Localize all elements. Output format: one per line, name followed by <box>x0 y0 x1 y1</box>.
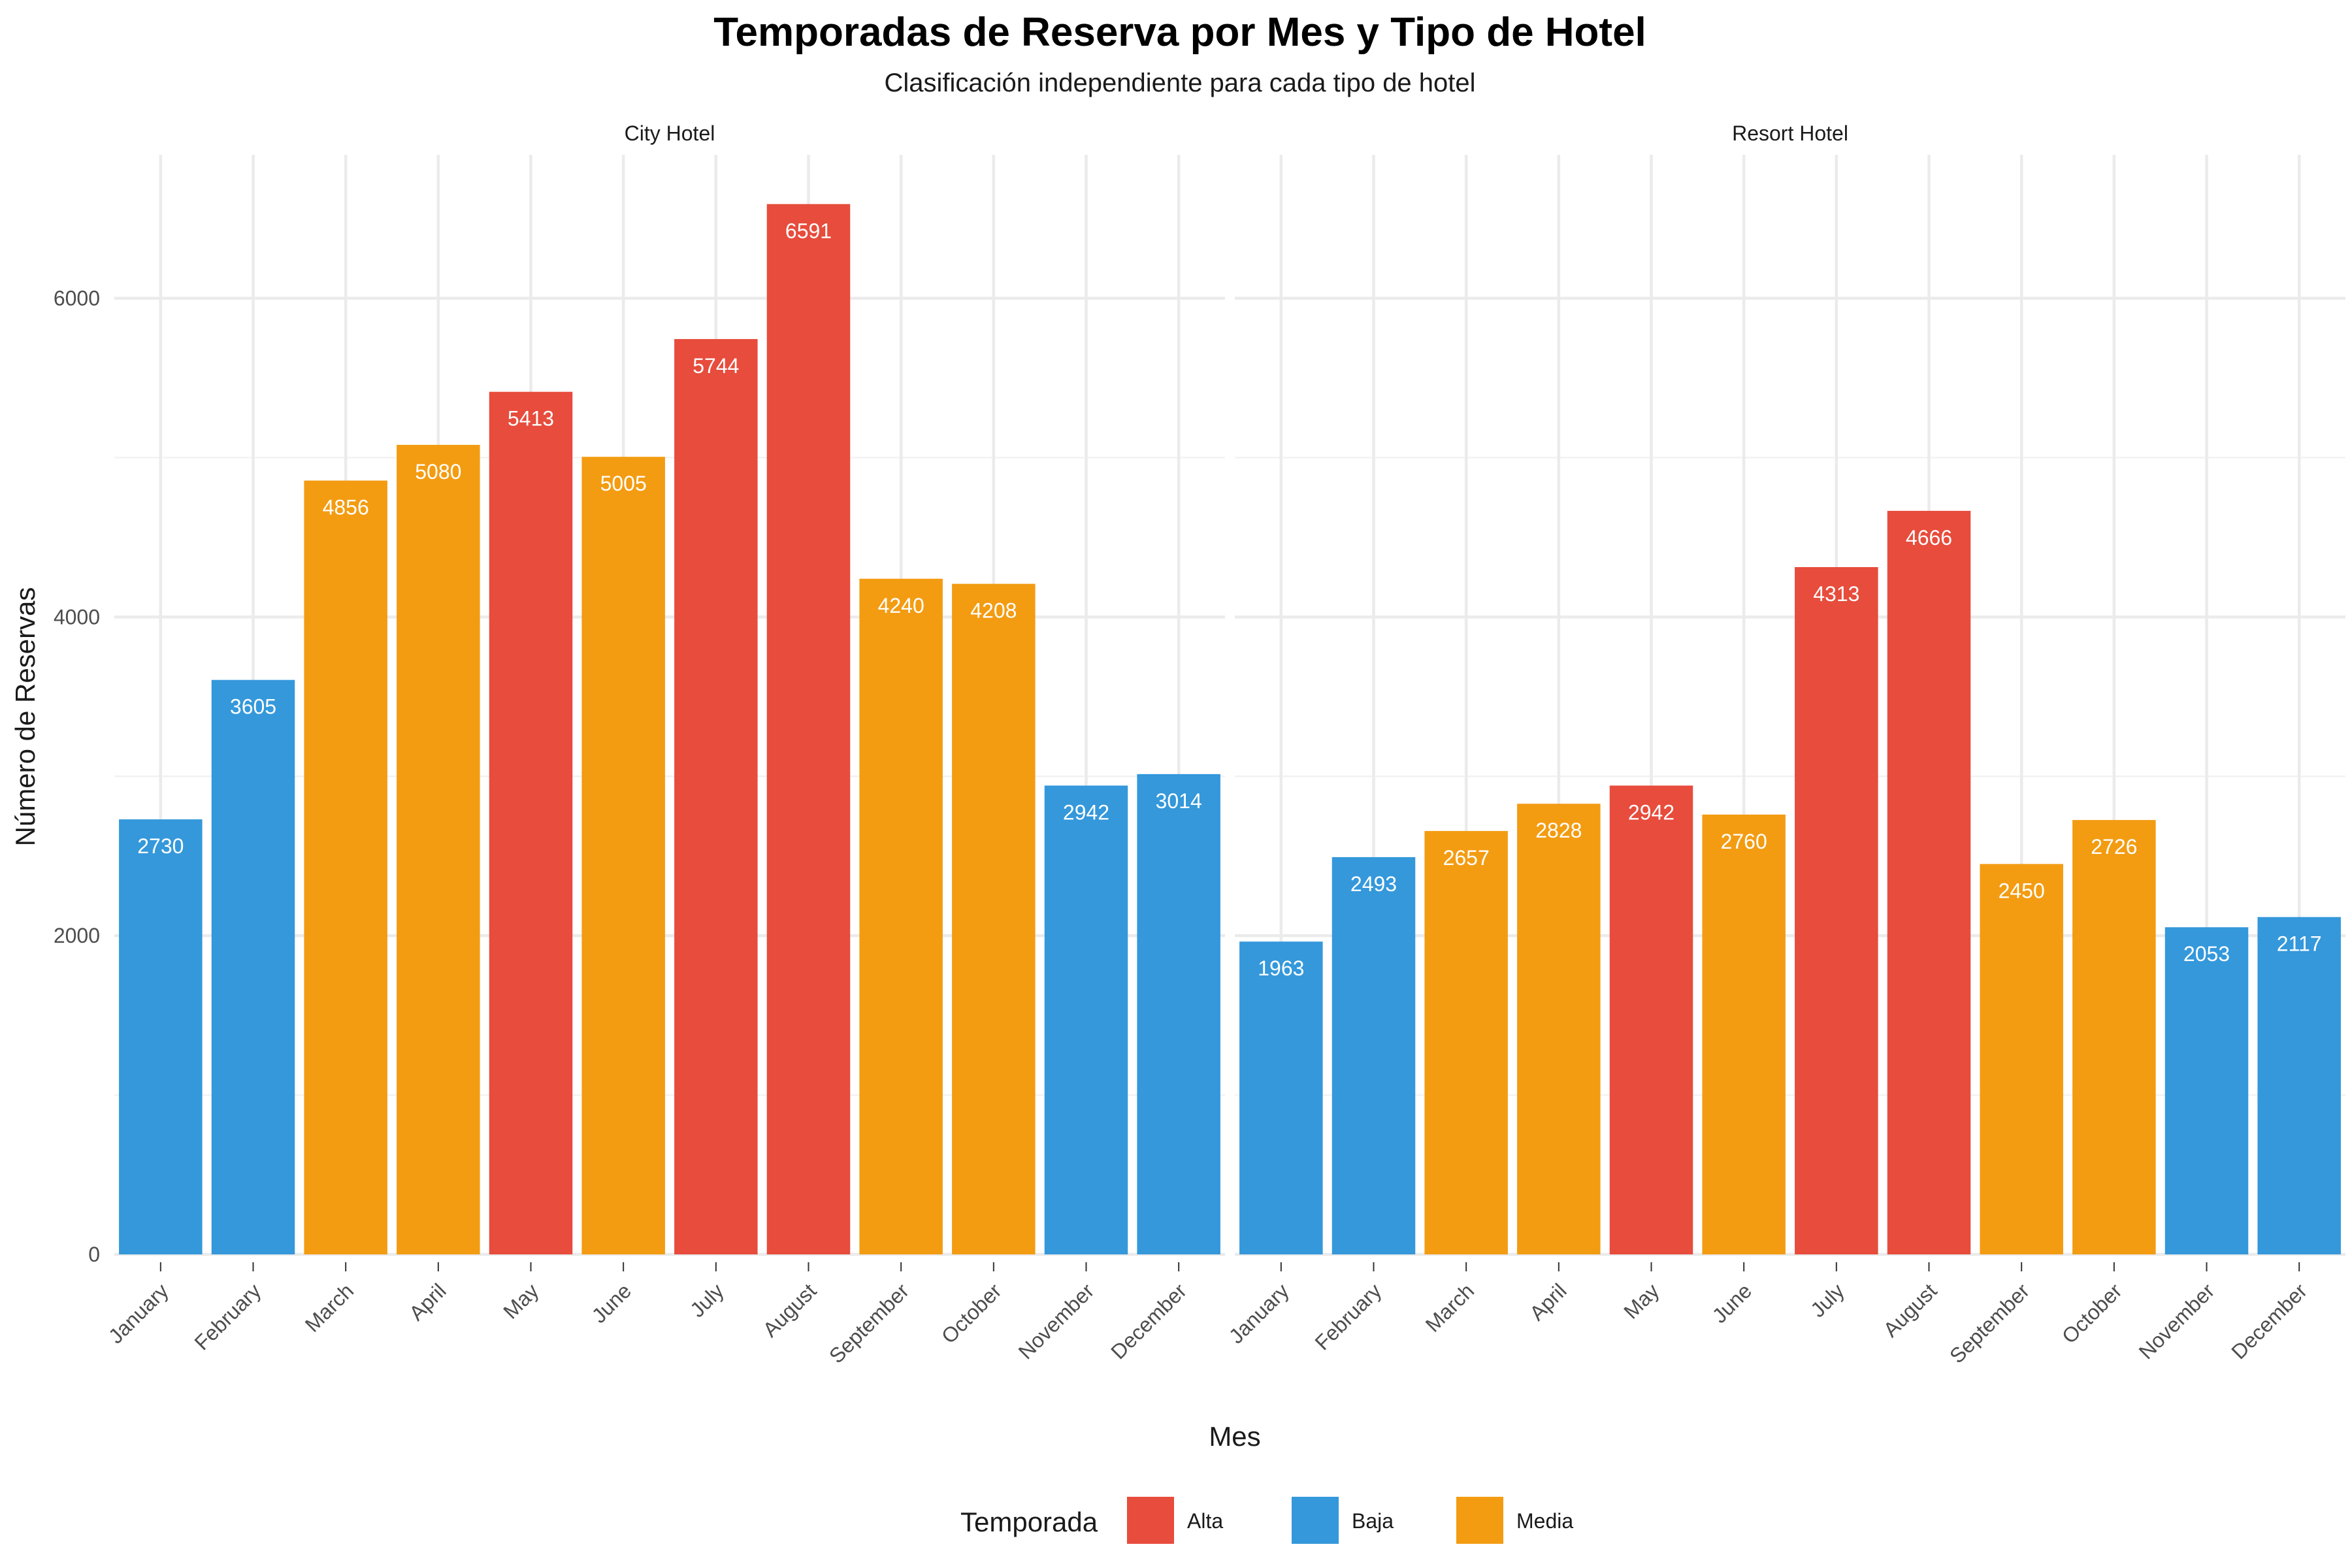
bar-january <box>119 819 203 1254</box>
bar-august <box>1887 510 1971 1254</box>
bar-november <box>2164 927 2249 1254</box>
bar-value-label: 3014 <box>1156 789 1202 813</box>
bar-value-label: 6591 <box>785 219 832 242</box>
y-tick-label: 0 <box>88 1243 100 1266</box>
legend-label-media: Media <box>1516 1509 1573 1533</box>
bar-value-label: 4313 <box>1813 582 1859 606</box>
bar-september <box>1980 864 2063 1254</box>
x-axis-title: Mes <box>1209 1421 1260 1452</box>
bar-january <box>1239 941 1323 1254</box>
legend-label-baja: Baja <box>1352 1509 1394 1533</box>
bar-june <box>1702 814 1786 1254</box>
bar-value-label: 2053 <box>2183 942 2230 966</box>
legend-items: Alta Baja Media <box>1127 1497 1573 1544</box>
bar-value-label: 1963 <box>1258 956 1304 980</box>
bar-value-label: 2726 <box>2091 835 2137 858</box>
bar-value-label: 4240 <box>878 594 924 617</box>
bar-february <box>1331 857 1416 1254</box>
chart-title: Temporadas de Reserva por Mes y Tipo de … <box>713 10 1646 55</box>
legend-title: Temporada <box>960 1507 1098 1537</box>
y-tick-label: 6000 <box>54 287 100 310</box>
legend-key-media <box>1456 1497 1503 1544</box>
legend-key-alta <box>1127 1497 1174 1544</box>
y-axis-title: Número de Reservas <box>10 587 41 847</box>
panel-city-hotel: City Hotel 2730 3605 4856 5080 5413 5005 5744 65… <box>54 122 1225 1368</box>
bar-december <box>1137 774 1220 1254</box>
bar-value-label: 2730 <box>137 834 184 858</box>
legend: Temporada Alta Baja Media <box>960 1497 1573 1544</box>
bar-value-label: 5413 <box>508 407 554 431</box>
bar-value-label: 3605 <box>230 695 276 719</box>
bar-value-label: 2942 <box>1063 800 1109 824</box>
legend-key-baja <box>1292 1497 1339 1544</box>
bar-july <box>674 338 758 1254</box>
bar-september <box>859 578 943 1254</box>
bar-august <box>766 204 851 1254</box>
bar-value-label: 2942 <box>1628 800 1674 824</box>
bar-april <box>1517 804 1601 1254</box>
bar-value-label: 4666 <box>1906 526 1952 549</box>
bar-value-label: 4856 <box>323 496 369 519</box>
bar-june <box>581 457 665 1254</box>
chart-subtitle: Clasificación independiente para cada ti… <box>884 69 1475 97</box>
y-tick-label: 4000 <box>54 605 100 629</box>
bar-december <box>2257 917 2341 1254</box>
bar-february <box>211 679 295 1254</box>
y-tick-label: 2000 <box>54 924 100 947</box>
bar-value-label: 5744 <box>693 354 739 378</box>
bar-may <box>1609 785 1693 1254</box>
bar-value-label: 2657 <box>1443 846 1490 870</box>
bar-october <box>2072 820 2156 1254</box>
bar-value-label: 2760 <box>1721 830 1767 853</box>
legend-label-alta: Alta <box>1187 1509 1223 1533</box>
facet-strip-label: City Hotel <box>625 122 715 145</box>
bar-value-label: 2117 <box>2277 932 2322 956</box>
bar-value-label: 2828 <box>1535 819 1582 842</box>
bar-november <box>1044 785 1128 1254</box>
bar-value-label: 4208 <box>970 599 1017 623</box>
bar-march <box>304 480 387 1254</box>
bar-july <box>1795 567 1878 1254</box>
bar-value-label: 5005 <box>600 472 647 495</box>
bar-april <box>397 444 480 1254</box>
bar-march <box>1424 830 1508 1254</box>
facet-strip-label: Resort Hotel <box>1732 122 1848 145</box>
bar-value-label: 2493 <box>1350 872 1397 896</box>
bar-value-label: 2450 <box>1999 879 2045 902</box>
bar-value-label: 5080 <box>415 460 461 483</box>
bar-october <box>952 583 1036 1254</box>
bar-may <box>489 391 573 1254</box>
